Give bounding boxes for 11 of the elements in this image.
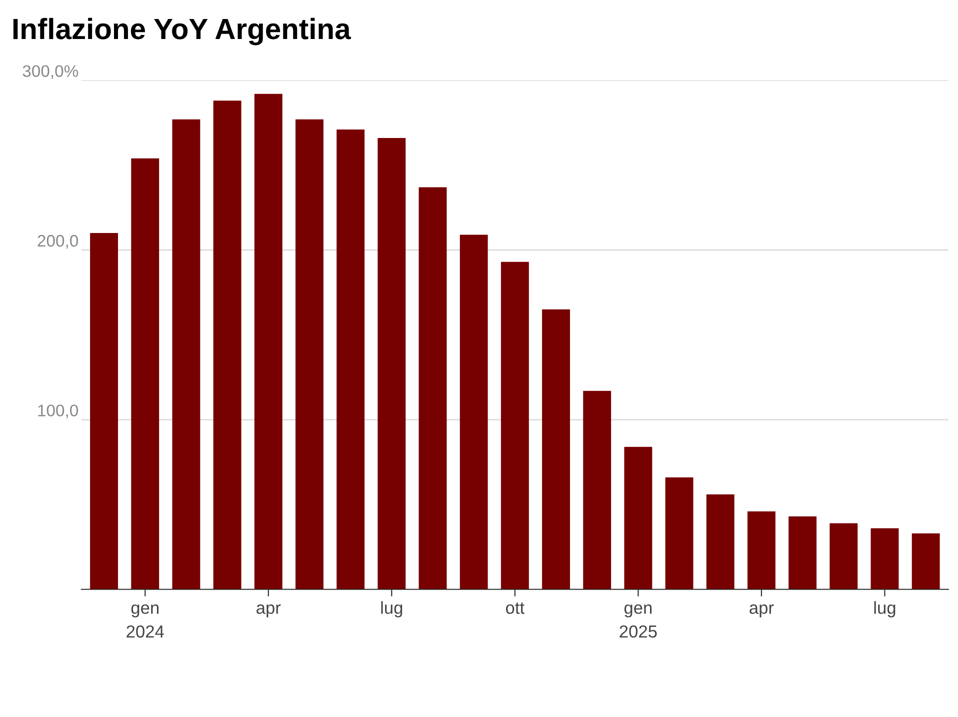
x-tick-label: apr [750,604,774,618]
y-tick-label: 100,0 [38,404,78,418]
x-tick-label: apr [256,604,281,618]
x-tick-label: lug [874,601,896,618]
chart-title: Inflazione YoY Argentina [13,18,351,46]
y-tick-label: 300,0% [22,65,78,79]
x-tick-label: gen 2024 [126,604,164,638]
y-tick-label: 200,0 [38,234,78,249]
x-tick-label: ott [506,602,524,614]
x-tick-label: gen 2025 [620,604,657,638]
x-tick-label: lug [381,601,402,618]
